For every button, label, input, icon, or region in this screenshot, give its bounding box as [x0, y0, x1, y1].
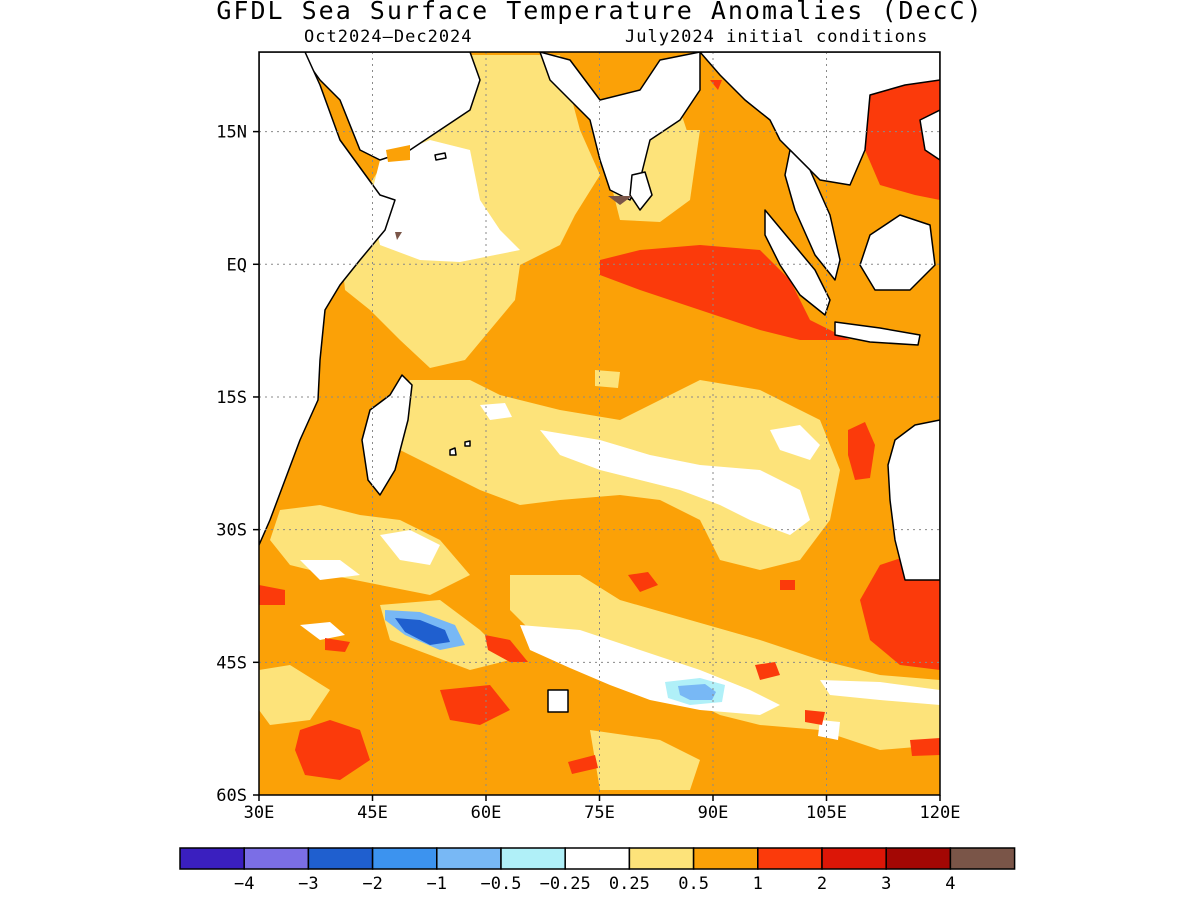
lon-tick-label: 45E	[357, 803, 388, 823]
lat-tick-label: 15S	[216, 388, 247, 408]
anomaly-blue	[395, 618, 450, 645]
map-title: GFDL Sea Surface Temperature Anomalies (…	[216, 0, 984, 25]
colorbar-swatch	[436, 847, 502, 870]
colorbar-label: 0.5	[678, 874, 709, 894]
colorbar-label: −0.25	[540, 874, 591, 894]
colorbar-swatch	[371, 847, 438, 870]
lon-tick-label: 60E	[471, 803, 502, 823]
southeast-asia	[699, 52, 940, 186]
lon-tick-label: 105E	[806, 803, 847, 823]
colorbar-label: 4	[945, 874, 955, 894]
borneo	[859, 214, 936, 291]
colorbar-swatch	[821, 847, 887, 870]
anomaly-brown-africa	[395, 232, 402, 240]
colorbar-label: 3	[881, 874, 891, 894]
lat-tick-label: 30S	[216, 521, 247, 541]
colorbar-swatch	[243, 847, 310, 870]
sri-lanka	[629, 171, 653, 211]
anomaly-field	[259, 52, 940, 795]
lon-axis: 30E 45E 60E 75E 90E 105E 120E	[244, 795, 961, 823]
lon-tick-label: 30E	[244, 803, 275, 823]
colorbar: −4 −3 −2 −1 −0.5 −0.25 0.25 0.5 1 2 3 4	[179, 847, 1016, 894]
colorbar-swatch	[692, 847, 759, 870]
lon-tick-label: 120E	[920, 803, 961, 823]
sumatra	[764, 209, 831, 316]
australia	[887, 419, 940, 581]
initial-conditions: July2024 initial conditions	[625, 27, 929, 47]
colorbar-label: −4	[234, 874, 254, 894]
lat-tick-label: 60S	[216, 786, 247, 806]
colorbar-label: 2	[817, 874, 827, 894]
colorbar-swatch	[307, 847, 374, 870]
colorbar-label: −0.5	[481, 874, 522, 894]
colorbar-label: −3	[298, 874, 318, 894]
lat-tick-label: 45S	[216, 653, 247, 673]
colorbar-swatch	[179, 847, 245, 870]
colorbar-swatch	[564, 847, 631, 870]
lon-tick-label: 90E	[698, 803, 729, 823]
colorbar-swatch	[885, 847, 952, 870]
east-africa	[259, 52, 396, 546]
lon-tick-label: 75E	[584, 803, 615, 823]
forecast-period: Oct2024–Dec2024	[304, 27, 473, 47]
map-grid	[259, 52, 940, 795]
colorbar-label: 1	[753, 874, 763, 894]
java	[834, 321, 921, 346]
kerguelen	[547, 689, 569, 713]
madagascar	[361, 374, 413, 496]
philippines	[919, 109, 940, 161]
colorbar-swatch	[628, 847, 695, 870]
malay-peninsula	[784, 149, 841, 281]
colorbar-swatch	[949, 847, 1016, 870]
land	[259, 52, 940, 713]
anomaly-brown-india	[608, 196, 632, 205]
colorbar-label: −1	[427, 874, 447, 894]
lat-tick-label: EQ	[227, 255, 247, 275]
anomaly-light-blue-2	[678, 684, 716, 700]
lat-tick-label: 15N	[216, 123, 247, 143]
colorbar-label: −2	[362, 874, 382, 894]
lat-axis: 15N EQ 15S 30S 45S 60S	[216, 123, 259, 806]
mauritius	[449, 447, 457, 456]
colorbar-swatch	[757, 847, 823, 870]
colorbar-swatch	[500, 847, 566, 870]
socotra	[434, 152, 447, 161]
colorbar-label: 0.25	[609, 874, 650, 894]
india	[539, 52, 701, 201]
reunion	[464, 440, 471, 447]
anomaly-orange-gulf	[386, 145, 410, 162]
anomaly-red	[259, 80, 940, 780]
